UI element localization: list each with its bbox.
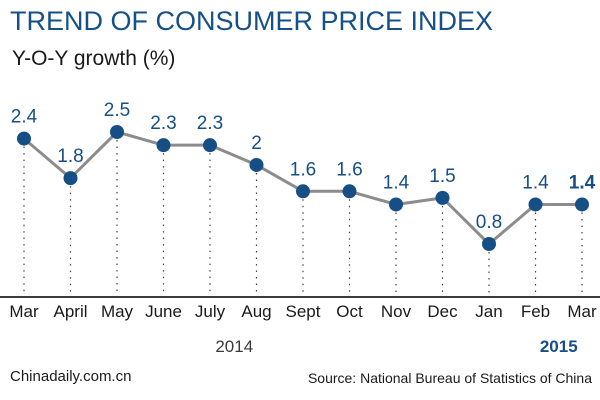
data-point	[435, 190, 450, 205]
x-tick-label: Aug	[241, 302, 271, 321]
data-point	[203, 138, 217, 153]
x-tick-label: May	[101, 302, 134, 321]
data-point	[296, 184, 310, 199]
year-label: 2014	[215, 337, 253, 356]
data-label: 1.4	[569, 172, 596, 193]
data-label: 1.4	[383, 172, 410, 193]
data-point	[528, 197, 543, 212]
x-tick-label: Feb	[521, 302, 550, 321]
data-label: 1.5	[429, 166, 455, 187]
x-tick-label: Jan	[475, 302, 502, 321]
x-tick-label: April	[53, 302, 87, 321]
data-point	[110, 125, 124, 139]
data-point	[63, 171, 78, 186]
source-text: Source: National Bureau of Statistics of…	[307, 370, 592, 386]
data-label: 2.4	[11, 107, 38, 128]
data-label: 1.8	[57, 146, 83, 167]
y-axis-label: Y-O-Y growth (%)	[12, 47, 176, 70]
data-label: 2.3	[197, 113, 223, 134]
data-label: 1.6	[290, 159, 316, 180]
data-label: 2.5	[104, 100, 130, 121]
x-tick-label: Oct	[336, 302, 363, 321]
data-point	[389, 197, 403, 212]
x-tick-label: Mar	[567, 302, 597, 321]
x-tick-label: Dec	[427, 302, 458, 321]
data-point	[156, 138, 171, 153]
x-tick-label: Sept	[286, 302, 321, 321]
x-tick-label: June	[145, 302, 182, 321]
data-label: 0.8	[476, 212, 502, 233]
data-label: 1.4	[522, 172, 549, 193]
credit-text: Chinadaily.com.cn	[10, 368, 132, 385]
data-label: 1.6	[336, 159, 362, 180]
x-tick-label: July	[195, 302, 226, 321]
data-point	[575, 197, 589, 212]
data-point	[249, 157, 264, 172]
data-point	[482, 237, 496, 251]
year-label: 2015	[540, 337, 578, 356]
x-tick-label: Nov	[381, 302, 412, 321]
data-label: 2.3	[150, 113, 176, 134]
x-tick-label: Mar	[9, 302, 39, 321]
chart-title: TREND OF CONSUMER PRICE INDEX	[10, 6, 494, 36]
data-point	[17, 131, 31, 146]
data-label: 2	[251, 133, 262, 154]
data-point	[342, 184, 357, 199]
